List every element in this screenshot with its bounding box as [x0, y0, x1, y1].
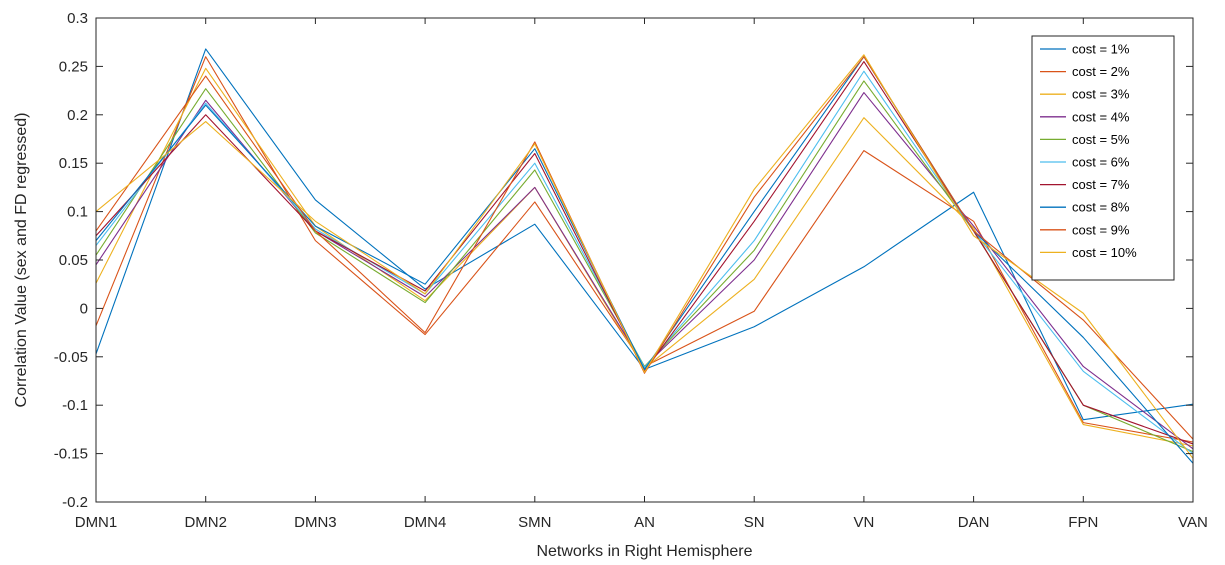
- y-tick-label: -0.2: [62, 494, 88, 511]
- x-tick-label: FPN: [1068, 514, 1098, 531]
- legend-label-10: cost = 10%: [1072, 245, 1137, 260]
- legend: cost = 1% cost = 2% cost = 3% cost = 4% cost…: [1031, 35, 1175, 281]
- y-tick-label: -0.05: [54, 349, 88, 366]
- x-tick-label: VAN: [1178, 514, 1208, 531]
- x-tick-label: SMN: [518, 514, 551, 531]
- x-tick-label: DAN: [958, 514, 990, 531]
- series-line-8: [95, 56, 1194, 464]
- y-tick-label: -0.1: [62, 397, 88, 414]
- series-layer: [95, 48, 1194, 464]
- y-tick-label: 0.25: [59, 58, 88, 75]
- y-tick-label: 0: [80, 300, 88, 317]
- legend-label-4: cost = 4%: [1072, 109, 1130, 124]
- legend-label-1: cost = 1%: [1072, 42, 1130, 57]
- x-tick-label: VN: [853, 514, 874, 531]
- legend-label-8: cost = 8%: [1072, 200, 1130, 215]
- y-tick-label: 0.3: [67, 10, 88, 27]
- y-tick-label: 0.2: [67, 107, 88, 124]
- x-tick-label: AN: [634, 514, 655, 531]
- x-axis-label: Networks in Right Hemisphere: [536, 543, 752, 560]
- y-axis-label: Correlation Value (sex and FD regressed): [13, 113, 30, 408]
- x-tick-label: SN: [744, 514, 765, 531]
- series-line-9: [95, 56, 1194, 440]
- series-line-6: [95, 70, 1194, 455]
- y-tick-label: -0.15: [54, 446, 88, 463]
- y-tick-label: 0.15: [59, 155, 88, 172]
- tick-layer: DMN1 DMN2 DMN3 DMN4 SMN AN SN VN DAN FPN VAN -0.2 -0…: [54, 10, 1208, 531]
- legend-label-3: cost = 3%: [1072, 87, 1130, 102]
- x-tick-label: DMN1: [75, 514, 118, 531]
- series-line-10: [95, 54, 1194, 459]
- plot-area: [96, 18, 1193, 502]
- legend-label-7: cost = 7%: [1072, 177, 1130, 192]
- legend-label-2: cost = 2%: [1072, 64, 1130, 79]
- x-tick-label: DMN3: [294, 514, 337, 531]
- x-tick-label: DMN4: [404, 514, 447, 531]
- y-tick-label: 0.05: [59, 252, 88, 269]
- legend-label-9: cost = 9%: [1072, 222, 1130, 237]
- legend-box: [1031, 35, 1175, 281]
- x-tick-label: DMN2: [184, 514, 227, 531]
- y-tick-label: 0.1: [67, 204, 88, 221]
- legend-label-5: cost = 5%: [1072, 132, 1130, 147]
- legend-label-6: cost = 6%: [1072, 155, 1130, 170]
